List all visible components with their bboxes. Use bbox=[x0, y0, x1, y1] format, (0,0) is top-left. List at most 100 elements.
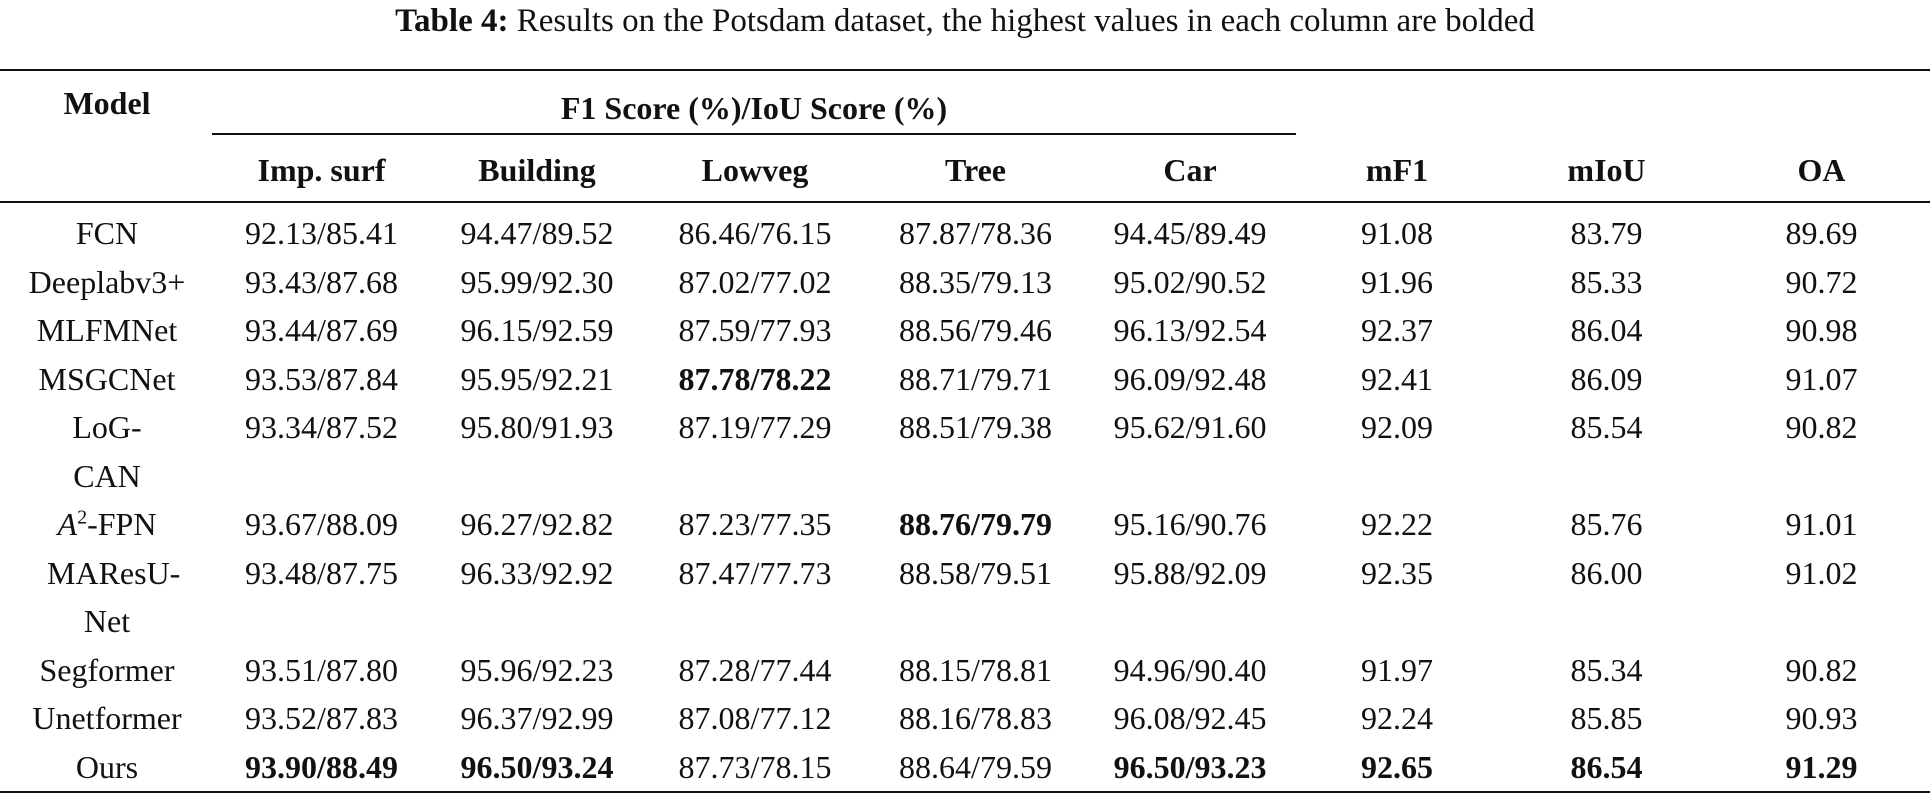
value-cell: 85.54 bbox=[1570, 409, 1643, 445]
value-cell: 87.87/78.36 bbox=[899, 215, 1052, 251]
value-cell: 86.04 bbox=[1570, 312, 1643, 348]
value-cell: 88.15/78.81 bbox=[899, 651, 1052, 688]
model-name: MLFMNet bbox=[36, 312, 178, 348]
value-cell: 96.37/92.99 bbox=[460, 700, 614, 736]
value-cell: 86.46/76.15 bbox=[678, 215, 832, 251]
value-cell: 88.64/79.59 bbox=[865, 742, 1086, 793]
value-cell: 87.47/77.73 bbox=[678, 554, 832, 591]
value-cell: 93.53/87.84 bbox=[245, 360, 398, 397]
value-cell: 88.51/79.38 bbox=[899, 409, 1052, 445]
model-name: LoG-CAN bbox=[72, 409, 142, 494]
value-cell: 93.48/87.75 bbox=[245, 554, 398, 591]
value-cell: 86.09 bbox=[1570, 360, 1643, 397]
caption-text: Results on the Potsdam dataset, the high… bbox=[516, 3, 1535, 39]
header-row: Model F1 Score (%)/IoU Score (%) bbox=[0, 71, 1930, 203]
value-cell: 90.93 bbox=[1785, 700, 1858, 736]
value-cell: 92.37 bbox=[1361, 312, 1434, 348]
data-row: LoG-CAN 93.34/87.52 95.80/91.93 87.19/77.29… bbox=[0, 403, 1930, 500]
value-cell: 95.80/91.93 bbox=[460, 409, 614, 445]
value-cell: 91.07 bbox=[1785, 360, 1858, 397]
value-cell: 85.76 bbox=[1570, 506, 1643, 542]
model-name: MSGCNet bbox=[38, 360, 176, 397]
value-cell: 92.35 bbox=[1361, 554, 1434, 591]
value-cell: 92.13/85.41 bbox=[245, 215, 398, 251]
value-cell: 95.02/90.52 bbox=[1113, 263, 1267, 300]
value-cell: 91.97 bbox=[1361, 651, 1434, 688]
value-cell: 93.44/87.69 bbox=[245, 312, 398, 348]
model-name-superscript: 2 bbox=[77, 506, 88, 529]
value-cell: 95.88/92.09 bbox=[1113, 554, 1267, 591]
value-cell: 96.15/92.59 bbox=[460, 312, 614, 348]
data-row: MLFMNet 93.44/87.69 96.15/92.59 87.59/77.93… bbox=[0, 306, 1930, 355]
value-cell: 90.82 bbox=[1785, 409, 1858, 445]
group-header-text: F1 Score (%)/IoU Score (%) bbox=[212, 90, 1297, 135]
data-row: MSGCNet 93.53/87.84 95.95/92.21 87.78/78.22… bbox=[0, 355, 1930, 404]
model-cell: Segformer bbox=[0, 646, 214, 695]
caption-label: Table 4: bbox=[395, 3, 509, 39]
model-cell: FCN bbox=[0, 202, 214, 258]
value-cell: 87.02/77.02 bbox=[678, 263, 832, 300]
value-cell: 95.62/91.60 bbox=[1113, 409, 1267, 445]
model-cell: Unetformer bbox=[0, 694, 214, 743]
model-name: FCN bbox=[75, 215, 139, 251]
value-cell: 94.96/90.40 bbox=[1113, 651, 1267, 688]
model-name: MAResU-Net bbox=[47, 554, 181, 640]
value-cell: 93.43/87.68 bbox=[245, 263, 398, 300]
value-cell: 93.52/87.83 bbox=[245, 700, 398, 736]
model-header: Model bbox=[0, 71, 214, 203]
value-cell: 93.67/88.09 bbox=[245, 506, 398, 542]
value-cell: 95.99/92.30 bbox=[460, 263, 614, 300]
value-cell: 86.54 bbox=[1500, 742, 1714, 793]
table-body: FCN 92.13/85.41 94.47/89.52 86.46/76.15 87.8… bbox=[0, 202, 1930, 793]
model-cell: MSGCNet bbox=[0, 355, 214, 404]
value-cell: 92.22 bbox=[1361, 506, 1434, 542]
table-header: Model F1 Score (%)/IoU Score (%) Imp. su… bbox=[0, 71, 1930, 203]
data-row: MAResU-Net 93.48/87.75 96.33/92.92 87.47/77… bbox=[0, 549, 1930, 646]
column-header: OA bbox=[1713, 139, 1930, 203]
value-cell: 91.02 bbox=[1785, 554, 1858, 591]
model-name: Deeplabv3+ bbox=[28, 263, 186, 300]
model-cell: Ours bbox=[0, 742, 214, 793]
column-header: mF1 bbox=[1294, 139, 1501, 203]
value-cell: 91.29 bbox=[1713, 742, 1930, 793]
value-cell: 89.69 bbox=[1785, 215, 1858, 251]
value-cell: 92.41 bbox=[1361, 360, 1434, 397]
value-cell: 92.65 bbox=[1294, 742, 1501, 793]
value-cell: 95.95/92.21 bbox=[460, 360, 614, 397]
model-name: Unetformer bbox=[32, 700, 182, 736]
value-cell: 88.71/79.71 bbox=[899, 360, 1052, 397]
value-cell: 88.58/79.51 bbox=[899, 554, 1052, 591]
value-cell: 91.96 bbox=[1361, 263, 1434, 300]
header-row: Imp. surf Building Lowveg Tree Car mF1 mIoU OA bbox=[0, 139, 1930, 203]
column-header: mIoU bbox=[1500, 139, 1714, 203]
value-cell: 87.28/77.44 bbox=[678, 651, 832, 688]
value-cell: 95.16/90.76 bbox=[1113, 506, 1267, 542]
data-row: Ours 93.90/88.49 96.50/93.24 87.73/78.15 88.… bbox=[0, 742, 1930, 793]
model-name-italic: A bbox=[57, 506, 78, 542]
column-header: Tree bbox=[865, 139, 1086, 203]
data-row: Unetformer 93.52/87.83 96.37/92.99 87.08/77… bbox=[0, 694, 1930, 743]
value-cell: 91.08 bbox=[1361, 215, 1434, 251]
value-cell: 87.73/78.15 bbox=[645, 742, 865, 793]
value-cell: 85.34 bbox=[1570, 651, 1643, 688]
value-cell: 94.47/89.52 bbox=[460, 215, 614, 251]
value-cell: 96.27/92.82 bbox=[460, 506, 614, 542]
data-row: Segformer 93.51/87.80 95.96/92.23 87.28/77.… bbox=[0, 646, 1930, 695]
value-cell: 91.01 bbox=[1785, 506, 1858, 542]
column-header: Building bbox=[429, 139, 645, 203]
value-cell: 96.09/92.48 bbox=[1113, 360, 1267, 397]
caption: Table 4: Results on the Potsdam dataset,… bbox=[0, 0, 1930, 71]
value-cell: 87.23/77.35 bbox=[678, 506, 832, 542]
value-cell: 93.51/87.80 bbox=[245, 651, 398, 688]
value-cell: 92.24 bbox=[1361, 700, 1434, 736]
value-cell: 93.34/87.52 bbox=[245, 409, 398, 445]
value-cell: 83.79 bbox=[1570, 215, 1643, 251]
value-cell: 87.08/77.12 bbox=[678, 700, 832, 736]
model-cell: MLFMNet bbox=[0, 306, 214, 355]
value-cell: 90.82 bbox=[1785, 651, 1858, 688]
model-cell: Deeplabv3+ bbox=[0, 258, 214, 307]
value-cell: 96.33/92.92 bbox=[460, 554, 614, 591]
value-cell: 96.08/92.45 bbox=[1113, 700, 1267, 736]
